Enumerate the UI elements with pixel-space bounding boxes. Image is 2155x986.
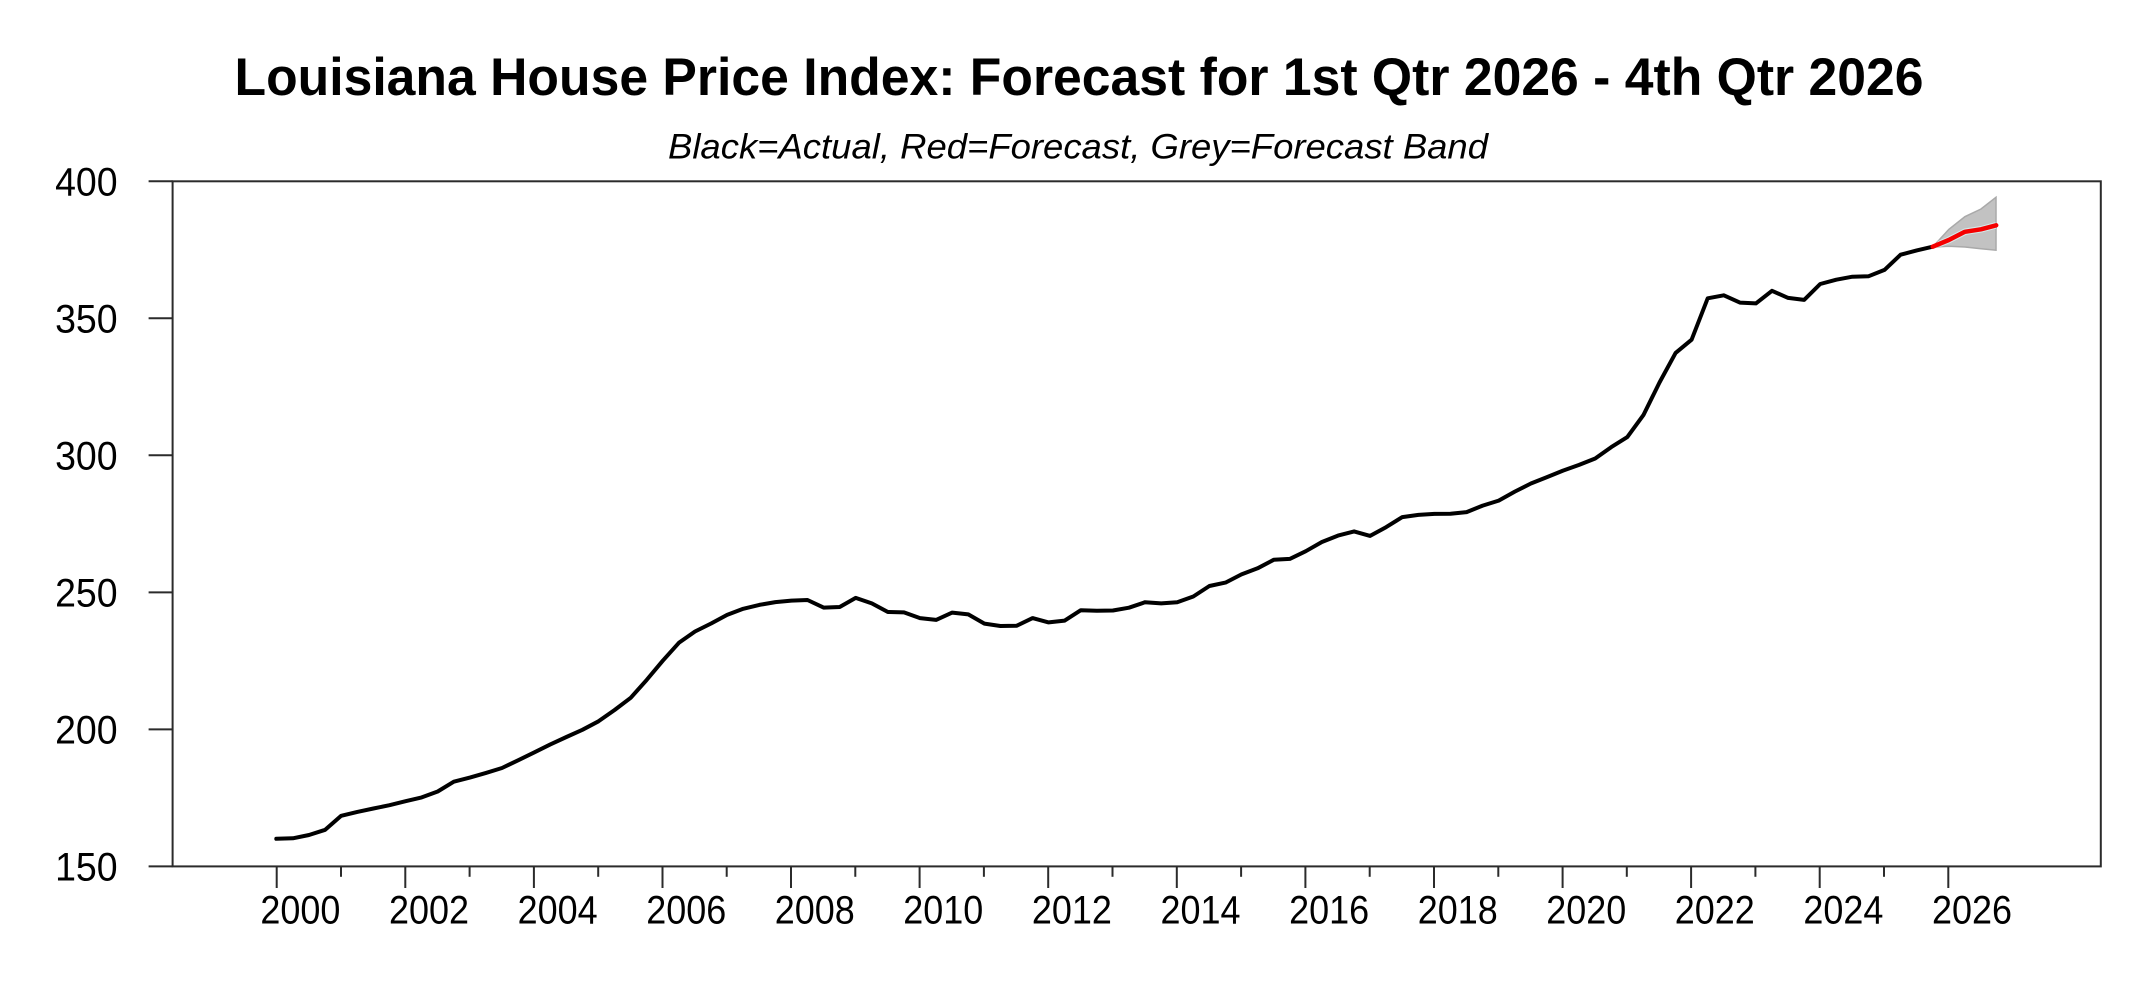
svg-text:2000: 2000: [260, 889, 340, 933]
svg-text:200: 200: [55, 709, 118, 753]
svg-text:2026: 2026: [1932, 889, 2012, 933]
svg-text:Louisiana House Price Index: F: Louisiana House Price Index: Forecast fo…: [235, 48, 1924, 107]
svg-text:2010: 2010: [903, 889, 983, 933]
svg-text:2014: 2014: [1161, 889, 1241, 933]
svg-text:2020: 2020: [1546, 889, 1626, 933]
svg-text:2004: 2004: [518, 889, 598, 933]
svg-text:Black=Actual, Red=Forecast, Gr: Black=Actual, Red=Forecast, Grey=Forecas…: [668, 127, 1490, 166]
svg-text:400: 400: [55, 160, 118, 204]
svg-text:2006: 2006: [646, 889, 726, 933]
svg-text:2018: 2018: [1418, 889, 1498, 933]
svg-text:2012: 2012: [1032, 889, 1112, 933]
svg-text:2024: 2024: [1803, 889, 1883, 933]
svg-text:2016: 2016: [1289, 889, 1369, 933]
svg-text:2022: 2022: [1675, 889, 1755, 933]
svg-text:300: 300: [55, 434, 118, 478]
svg-text:350: 350: [55, 297, 118, 341]
svg-text:150: 150: [55, 846, 118, 890]
svg-text:250: 250: [55, 572, 118, 616]
svg-text:2002: 2002: [389, 889, 469, 933]
svg-text:2008: 2008: [775, 889, 855, 933]
